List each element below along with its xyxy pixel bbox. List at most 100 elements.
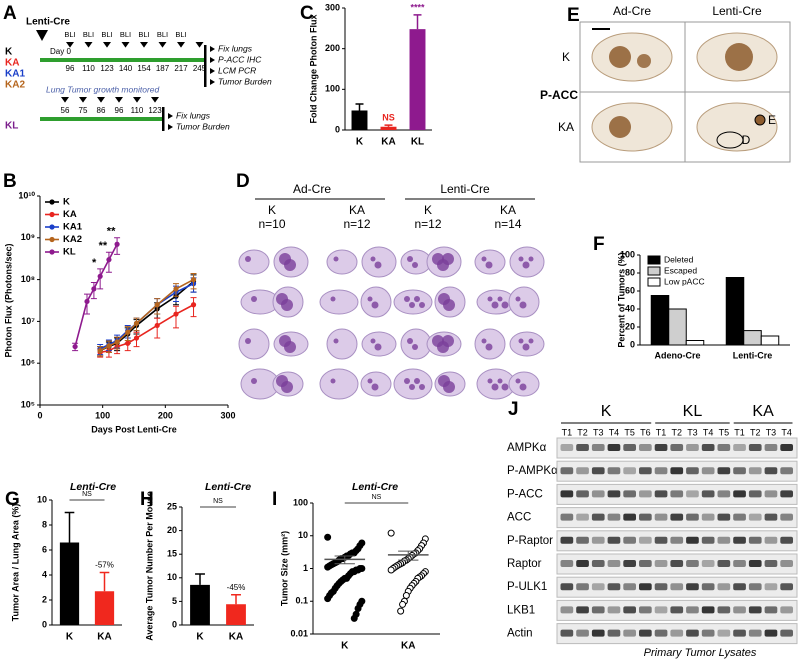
bli-label: BLI xyxy=(175,30,186,39)
genotype-label: KA xyxy=(500,203,516,217)
y-axis-label: Percent of Tumors (%) xyxy=(616,252,626,347)
ihc-section xyxy=(591,32,673,82)
y-tick-label: 100 xyxy=(293,497,308,507)
n-label: n=12 xyxy=(343,217,370,231)
error-bar xyxy=(172,305,179,329)
tumor-spot xyxy=(481,256,487,262)
tumor-spot xyxy=(487,378,493,384)
n-label: n=12 xyxy=(414,217,441,231)
day-label: 110 xyxy=(82,64,95,73)
blot-band xyxy=(654,560,668,567)
lung-section xyxy=(326,249,358,275)
tumor-spot xyxy=(528,256,534,262)
y-tick-label: 2 xyxy=(42,594,47,604)
x-tick-label: K xyxy=(356,137,364,148)
blot-band xyxy=(670,560,684,567)
y-tick-label: 0 xyxy=(630,339,635,349)
lane-label: T5 xyxy=(719,427,730,437)
panel-letter: B xyxy=(3,171,17,192)
bli-label: BLI xyxy=(138,30,149,39)
blot-band xyxy=(733,629,746,637)
y-tick-label: 10¹⁰ xyxy=(18,190,35,200)
annotation: ** xyxy=(107,226,116,238)
data-point xyxy=(154,322,160,329)
data-point xyxy=(125,340,131,346)
chart-title: Lenti-Cre xyxy=(205,481,251,493)
tumor-spot xyxy=(442,335,454,347)
group-label: Ad-Cre xyxy=(293,182,331,196)
blot-band xyxy=(591,606,605,614)
blot-band xyxy=(639,583,652,591)
blot-band xyxy=(733,444,746,451)
y-tick-label: 10 xyxy=(167,572,177,582)
tumor-spot xyxy=(414,378,420,384)
data-point xyxy=(190,302,197,308)
blot-band xyxy=(560,606,574,614)
error-bar xyxy=(334,555,355,565)
bli-label: BLI xyxy=(120,30,131,39)
genotype-label: K xyxy=(424,203,432,217)
blot-band xyxy=(764,513,778,521)
blot-band xyxy=(607,536,621,544)
day-label: 123 xyxy=(100,64,114,73)
blot-band xyxy=(623,444,636,451)
day-label: 123 xyxy=(148,106,162,115)
lung-section xyxy=(238,249,270,275)
blot-band xyxy=(623,513,636,521)
lung-section xyxy=(326,328,358,360)
data-point xyxy=(173,286,179,292)
tumor-spot xyxy=(251,296,257,302)
data-point xyxy=(97,348,103,354)
blot-band xyxy=(748,560,762,567)
x-tick-label: 300 xyxy=(220,410,235,420)
blot-band xyxy=(639,490,652,498)
blot-band xyxy=(717,444,731,451)
bli-arrow xyxy=(66,42,74,48)
blot-band xyxy=(717,490,731,498)
blot-band xyxy=(670,536,684,544)
endpoint-label: Fix lungs xyxy=(176,110,211,120)
day-label: 154 xyxy=(137,64,151,73)
data-point xyxy=(114,339,120,345)
value-annotation: NS xyxy=(382,112,395,122)
blot-band xyxy=(780,606,793,614)
data-point xyxy=(399,600,407,608)
row-label: K xyxy=(562,50,570,64)
tumor-spot xyxy=(245,256,251,262)
row-label: KA xyxy=(558,120,574,134)
legend-swatch xyxy=(49,224,55,230)
y-tick-label: 20 xyxy=(167,525,177,535)
endpoint-label: LCM PCR xyxy=(218,65,256,75)
lane-label: T3 xyxy=(593,427,604,437)
endpoint-label: P-ACC IHC xyxy=(218,54,262,64)
data-point xyxy=(173,311,179,317)
tumor-spot xyxy=(419,384,425,390)
blot-band xyxy=(623,536,636,544)
blot-band xyxy=(560,583,574,591)
lane-label: T1 xyxy=(656,427,667,437)
panel-letter: I xyxy=(272,489,277,510)
tumor-spot xyxy=(497,296,503,302)
blot-band xyxy=(576,606,589,614)
blot-band xyxy=(670,490,684,498)
blot-band xyxy=(591,629,605,637)
y-tick-label: 10⁷ xyxy=(21,316,35,326)
x-tick-label: Lenti-Cre xyxy=(733,350,773,360)
blot-band xyxy=(701,606,715,614)
genotype-label: KA xyxy=(5,58,19,69)
blot-band xyxy=(654,467,668,475)
day-label: 75 xyxy=(79,106,88,115)
blot-band xyxy=(639,536,652,544)
blot-band xyxy=(748,583,762,591)
error-bar xyxy=(105,251,112,273)
blot-band xyxy=(591,467,605,475)
day-label: 110 xyxy=(131,106,144,115)
chart-title: Lenti-Cre xyxy=(352,481,398,493)
blot-band xyxy=(576,467,589,475)
blot-band xyxy=(607,444,621,451)
blot-band xyxy=(607,513,621,521)
tumor-spot xyxy=(515,296,521,302)
blot-band xyxy=(639,629,652,637)
tumor-spot xyxy=(491,301,499,309)
lane-label: T5 xyxy=(624,427,635,437)
